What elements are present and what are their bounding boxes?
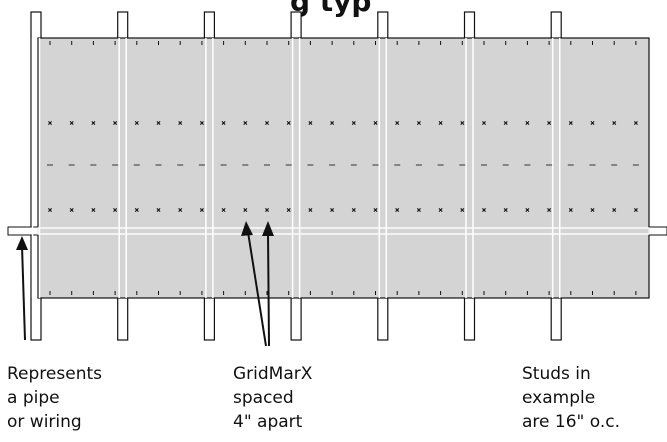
panel-edge-ticks <box>49 41 637 295</box>
gridmarx-mark <box>308 121 313 125</box>
gridmarx-mark <box>460 121 465 125</box>
gridmarx-mark <box>503 121 508 125</box>
gridmarx-arrowhead-right <box>262 221 274 236</box>
gridmarx-mark <box>91 121 96 125</box>
gridmarx-arrow-left <box>247 231 267 347</box>
gridmarx-mark <box>438 121 443 125</box>
drywall-panel <box>37 37 650 299</box>
gridmarx-mark <box>373 208 378 212</box>
gridmarx-mark <box>330 208 335 212</box>
gridmarx-mark <box>221 121 226 125</box>
gridmarx-mark <box>525 121 530 125</box>
gridmarx-mark <box>265 121 269 125</box>
gridmarx-mark <box>69 208 74 212</box>
gridmarx-mark <box>113 208 118 212</box>
gridmarx-mark <box>351 121 356 125</box>
studs-label-line-3: are 16" o.c. <box>522 412 621 432</box>
gridmarx-mark <box>416 121 421 125</box>
gridmarx-mark <box>48 121 52 125</box>
gridmarx-mark <box>395 121 400 125</box>
gridmarx-mark <box>525 208 530 212</box>
gridmarx-mark <box>547 121 552 125</box>
studs-label-line-1: Studs in <box>522 364 591 384</box>
gridmarx-mark <box>156 208 161 212</box>
gridmarx-mark <box>91 208 96 212</box>
gridmarx-mark <box>351 208 356 212</box>
gridmarx-mark <box>547 208 552 212</box>
gridmarx-mark <box>48 208 52 212</box>
gridmarx-marks <box>47 121 639 212</box>
gridmarx-mark <box>482 208 486 212</box>
gridmarx-mark <box>612 208 617 212</box>
gridmarx-label: GridMarX spaced 4" apart <box>233 362 312 434</box>
gridmarx-mark <box>199 121 204 125</box>
pipe-behind-panel <box>37 227 650 235</box>
gridmarx-label-line-2: spaced <box>233 388 294 408</box>
gridmarx-mark <box>156 121 161 125</box>
gridmarx-mark <box>503 208 508 212</box>
gridmarx-mark <box>178 208 183 212</box>
gridmarx-mark <box>633 208 638 212</box>
pipe-label-line-1: Represents <box>7 364 102 384</box>
gridmarx-arrowhead-left <box>241 221 253 236</box>
pipe-label-line-3: or wiring <box>7 412 82 432</box>
gridmarx-label-line-3: 4" apart <box>233 412 303 432</box>
gridmarx-mark <box>286 121 291 125</box>
gridmarx-mark <box>134 121 139 125</box>
gridmarx-mark <box>438 208 443 212</box>
gridmarx-mark <box>308 208 313 212</box>
gridmarx-mark <box>568 121 573 125</box>
gridmarx-mark <box>633 121 638 125</box>
gridmarx-arrow-right <box>267 231 270 347</box>
gridmarx-mark <box>590 208 595 212</box>
studs-label-line-2: example <box>522 388 596 408</box>
gridmarx-mark <box>416 208 421 212</box>
gridmarx-mark <box>286 208 291 212</box>
gridmarx-mark <box>330 121 335 125</box>
gridmarx-mark <box>243 208 248 212</box>
title-fragment: g typ <box>290 0 371 18</box>
studs-label: Studs in example are 16" o.c. <box>522 362 620 434</box>
gridmarx-mark <box>221 208 226 212</box>
gridmarx-mark <box>265 208 269 212</box>
pipe-label: Represents a pipe or wiring <box>7 362 102 434</box>
gridmarx-mark <box>482 121 486 125</box>
gridmarx-mark <box>113 121 118 125</box>
gridmarx-mark <box>568 208 573 212</box>
gridmarx-mark <box>69 121 74 125</box>
gridmarx-mark <box>460 208 465 212</box>
gridmarx-mark <box>612 121 617 125</box>
pipe-label-line-2: a pipe <box>7 388 60 408</box>
gridmarx-mark <box>243 121 248 125</box>
gridmarx-mark <box>395 208 400 212</box>
gridmarx-label-line-1: GridMarX <box>233 364 313 384</box>
gridmarx-mark <box>178 121 183 125</box>
gridmarx-mark <box>373 121 378 125</box>
gridmarx-mark <box>590 121 595 125</box>
gridmarx-mark <box>199 208 204 212</box>
pipe-arrow <box>21 245 26 341</box>
panel-stud-lines <box>31 38 561 298</box>
gridmarx-mark <box>134 208 139 212</box>
pipe-arrowhead <box>16 236 28 250</box>
